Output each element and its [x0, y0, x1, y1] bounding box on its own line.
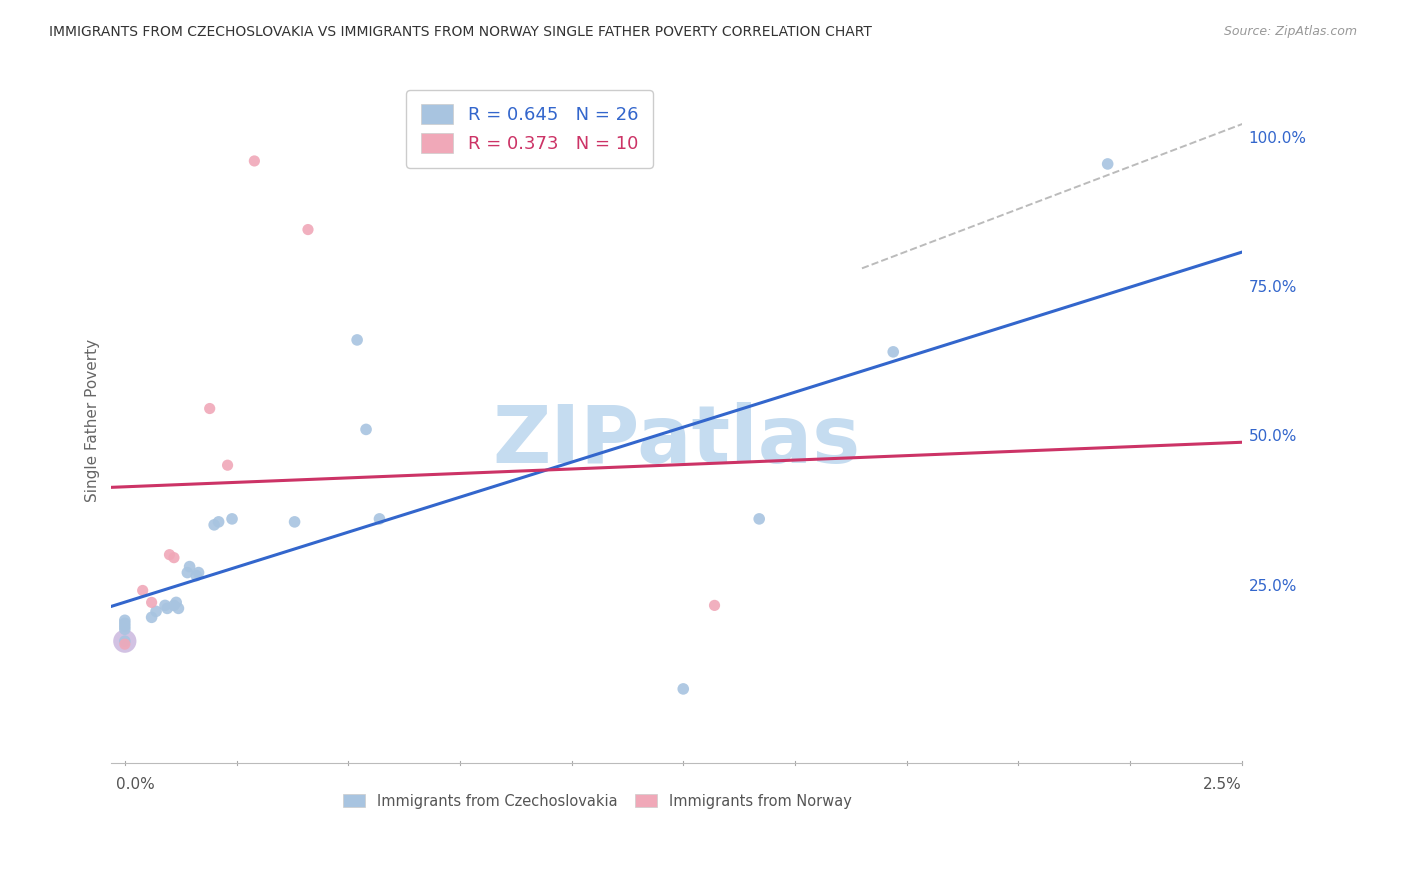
Point — [163, 550, 186, 565]
Point — [368, 512, 391, 526]
Point — [114, 613, 136, 627]
Point — [114, 622, 136, 636]
Point — [159, 548, 181, 562]
Point — [114, 616, 136, 631]
Point — [198, 401, 221, 416]
Point — [217, 458, 239, 473]
Point — [153, 599, 176, 613]
Point — [131, 583, 153, 598]
Point — [114, 634, 136, 648]
Point — [167, 601, 190, 615]
Point — [346, 333, 368, 347]
Point — [221, 512, 243, 526]
Text: IMMIGRANTS FROM CZECHOSLOVAKIA VS IMMIGRANTS FROM NORWAY SINGLE FATHER POVERTY C: IMMIGRANTS FROM CZECHOSLOVAKIA VS IMMIGR… — [49, 25, 872, 39]
Point — [114, 634, 136, 648]
Point — [141, 610, 163, 624]
Point — [156, 601, 179, 615]
Point — [672, 681, 695, 696]
Point — [748, 512, 770, 526]
Point — [882, 344, 904, 359]
Point — [703, 599, 725, 613]
Text: Source: ZipAtlas.com: Source: ZipAtlas.com — [1223, 25, 1357, 38]
Text: 0.0%: 0.0% — [115, 777, 155, 791]
Point — [141, 595, 163, 609]
Point — [163, 599, 186, 613]
Point — [284, 515, 307, 529]
Point — [114, 619, 136, 633]
Point — [207, 515, 229, 529]
Y-axis label: Single Father Poverty: Single Father Poverty — [86, 339, 100, 502]
Point — [114, 637, 136, 651]
Legend: Immigrants from Czechoslovakia, Immigrants from Norway: Immigrants from Czechoslovakia, Immigran… — [337, 788, 858, 814]
Point — [297, 222, 319, 236]
Point — [354, 422, 377, 436]
Point — [187, 566, 209, 580]
Text: ZIPatlas: ZIPatlas — [492, 402, 860, 480]
Point — [243, 153, 266, 168]
Point — [202, 517, 225, 532]
Point — [186, 568, 208, 582]
Point — [165, 595, 187, 609]
Point — [145, 604, 167, 618]
Point — [176, 566, 198, 580]
Point — [1097, 157, 1119, 171]
Point — [179, 559, 201, 574]
Text: 2.5%: 2.5% — [1204, 777, 1241, 791]
